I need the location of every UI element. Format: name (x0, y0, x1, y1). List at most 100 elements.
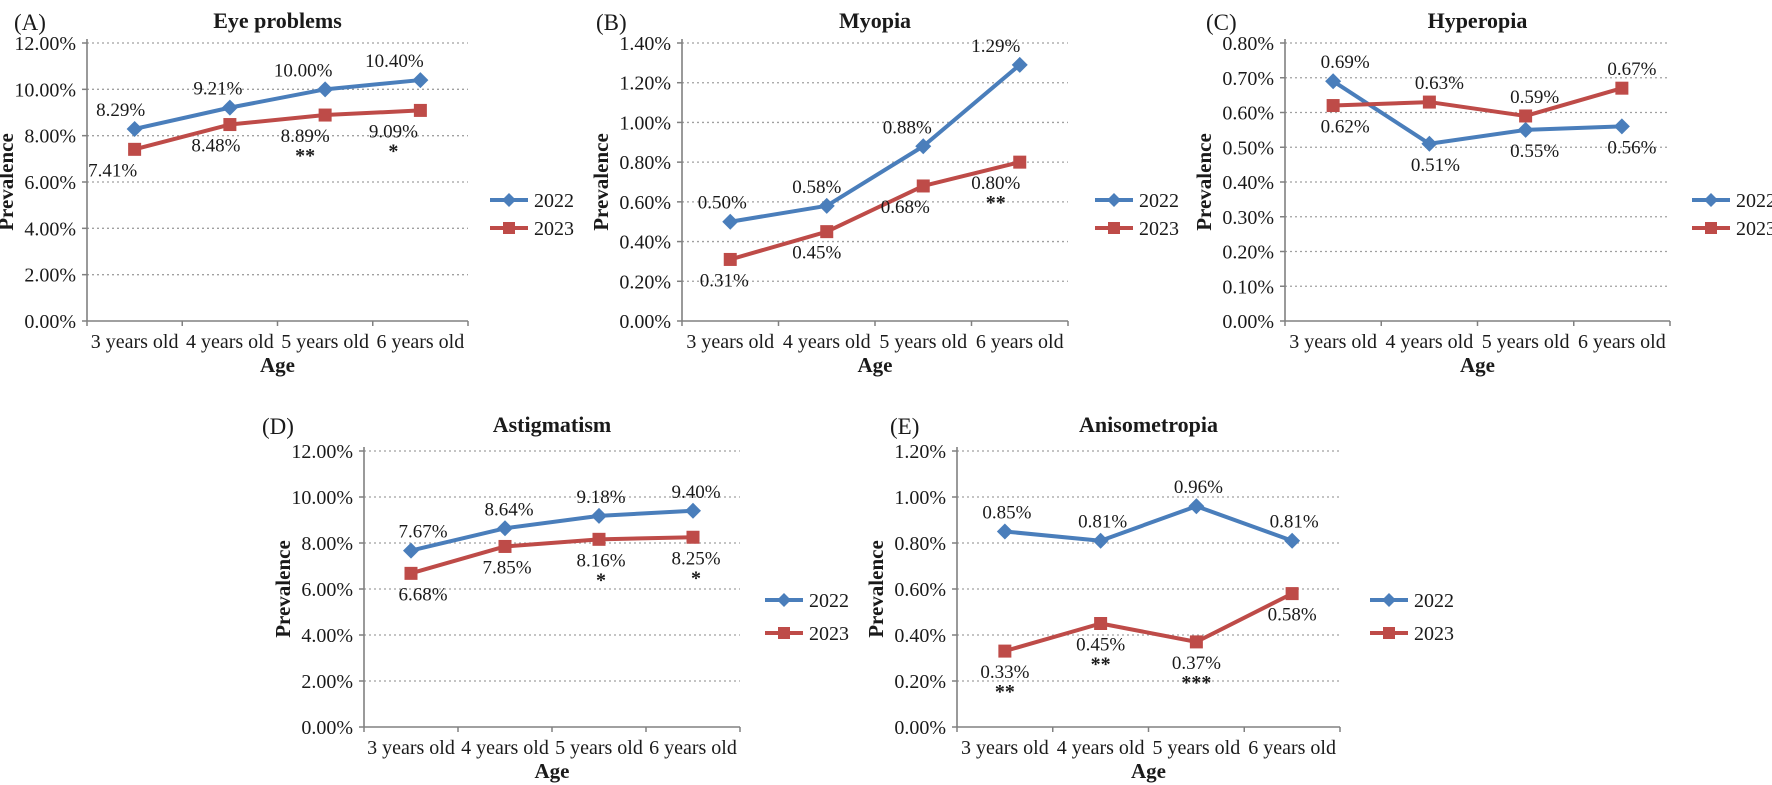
y-tick-label: 0.00% (1222, 311, 1274, 333)
series-line-2022 (134, 78, 421, 131)
marker-diamond (1613, 118, 1630, 135)
marker-diamond (685, 502, 701, 519)
data-label: 0.85% (982, 503, 1031, 524)
y-tick-label: 0.10% (1222, 276, 1274, 298)
legend: 2022 2023 (1692, 190, 1772, 240)
x-category-label: 4 years old (1057, 737, 1145, 759)
legend-marker-diamond (777, 593, 791, 607)
legend-label: 2022 (534, 190, 574, 212)
marker-square (498, 539, 512, 553)
marker-diamond (1188, 498, 1205, 515)
data-label: 0.81% (1078, 512, 1127, 533)
y-tick-label: 0.00% (619, 311, 671, 333)
data-label: 10.00% (274, 60, 333, 81)
data-label: 9.21% (193, 79, 242, 100)
y-tick-label: 0.00% (301, 717, 353, 739)
series-line-2023 (410, 535, 694, 576)
panel-C: (C) Hyperopia 0.00% 0.10% 0.20% 0.30% 0.40% 0.5… (1192, 8, 1772, 377)
legend: 2022 2023 (1095, 190, 1179, 240)
marker-square (1285, 587, 1299, 601)
x-category-label: 4 years old (783, 331, 871, 353)
panel-E: (E) Anisometropia 0.00% 0.20% 0.40% 0.60% 0.80… (864, 412, 1454, 783)
significance-asterisks: ** (1091, 654, 1111, 676)
y-tick-label: 0.80% (1222, 33, 1274, 55)
marker-diamond (915, 138, 932, 155)
legend: 2022 2023 (765, 590, 849, 645)
marker-square (916, 179, 930, 193)
data-label: 8.16% (576, 550, 625, 571)
marker-square (1094, 617, 1108, 630)
significance-asterisks: *** (1181, 672, 1211, 694)
y-tick-label: 1.40% (619, 33, 671, 55)
panel-letter: (C) (1206, 10, 1237, 35)
y-tick-label: 0.40% (619, 232, 671, 254)
marker-diamond (1517, 121, 1534, 138)
panel-title: Eye problems (213, 8, 342, 33)
legend-label: 2023 (1736, 218, 1772, 240)
marker-square (404, 566, 418, 580)
y-tick-label: 0.50% (1222, 137, 1274, 159)
marker-diamond (497, 520, 513, 537)
panel-letter: (D) (262, 414, 294, 439)
marker-square (723, 252, 737, 266)
y-axis-title: Prevalence (271, 540, 295, 638)
legend-label: 2022 (1139, 190, 1179, 212)
marker-square (318, 108, 332, 122)
series-line-2023 (134, 108, 421, 152)
marker-square (1326, 99, 1340, 113)
panel-title: Anisometropia (1079, 412, 1218, 437)
series-line-2022 (1004, 504, 1293, 543)
series-line-2022 (729, 63, 1022, 224)
x-category-label: 6 years old (376, 331, 464, 353)
y-axis-title: Prevalence (0, 133, 18, 231)
data-label: 0.33% (980, 662, 1029, 683)
data-label: 8.89% (281, 126, 330, 147)
legend-marker-square (1108, 222, 1120, 234)
data-label: 0.58% (792, 177, 841, 198)
y-tick-label: 6.00% (301, 579, 353, 601)
panel-letter: (B) (596, 10, 627, 35)
legend-label: 2023 (1414, 623, 1454, 645)
significance-asterisks: ** (295, 145, 315, 167)
data-label: 0.50% (698, 193, 747, 214)
y-tick-label: 1.20% (894, 441, 946, 463)
x-category-label: 5 years old (555, 737, 643, 759)
data-label: 0.69% (1321, 52, 1370, 73)
marker-square (592, 532, 606, 546)
data-label: 0.81% (1270, 512, 1319, 533)
data-label: 10.40% (365, 51, 424, 72)
y-tick-label: 4.00% (24, 218, 76, 240)
marker-diamond (317, 81, 334, 98)
panel-D: (D) Astigmatism 0.00% 2.00% 4.00% 6.00% 8.00% 1… (262, 412, 849, 783)
marker-diamond (1325, 73, 1342, 90)
y-axis-title: Prevalence (589, 133, 613, 231)
x-axis-title: Age (535, 759, 570, 783)
marker-square (686, 530, 700, 544)
series-line-2023 (1333, 86, 1623, 118)
x-category-label: 3 years old (1289, 331, 1377, 353)
marker-diamond (1092, 532, 1109, 549)
series-line-2022 (410, 508, 694, 553)
marker-diamond (722, 213, 739, 230)
data-label: 6.68% (398, 584, 447, 605)
data-label: 0.62% (1321, 117, 1370, 138)
y-tick-label: 0.00% (24, 311, 76, 333)
x-category-label: 6 years old (1248, 737, 1336, 759)
x-axis-title: Age (260, 353, 295, 377)
marker-diamond (403, 542, 419, 559)
significance-asterisks: ** (995, 681, 1015, 703)
panel-title: Myopia (839, 8, 911, 33)
y-tick-label: 0.20% (1222, 242, 1274, 264)
significance-asterisks: * (596, 569, 606, 591)
marker-square (820, 225, 834, 239)
y-tick-label: 0.60% (1222, 103, 1274, 125)
data-label: 1.29% (971, 36, 1020, 57)
legend-marker-square (778, 627, 790, 639)
legend-marker-square (503, 222, 515, 234)
marker-diamond (412, 72, 429, 89)
data-label: 0.31% (700, 270, 749, 291)
y-tick-label: 0.40% (894, 625, 946, 647)
marker-diamond (818, 197, 835, 214)
legend-label: 2022 (1414, 590, 1454, 612)
